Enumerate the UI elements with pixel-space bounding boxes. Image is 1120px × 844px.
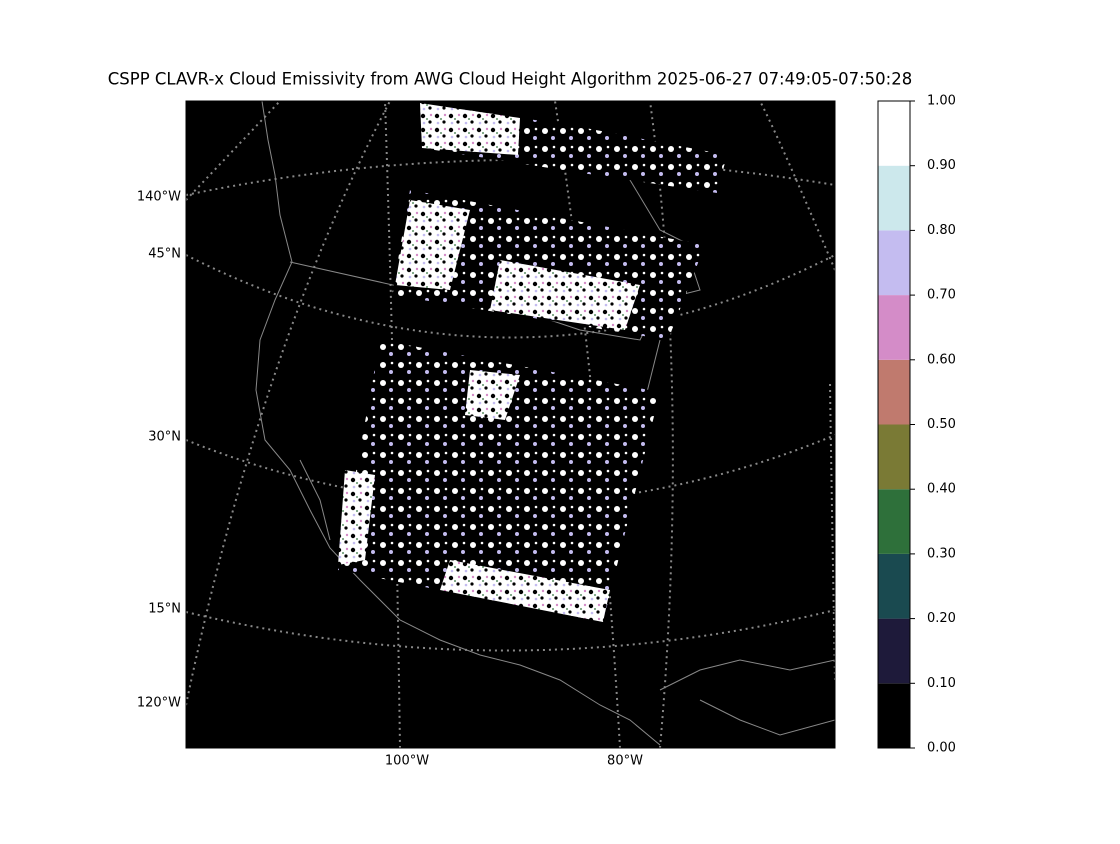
colorbar-tick-label: 1.00 [927,94,956,109]
colorbar-tick-label: 0.10 [927,676,956,691]
colorbar-tick-label: 0.30 [927,546,956,561]
colorbar-tick-label: 0.60 [927,352,956,367]
colorbar-tick-label: 0.80 [927,223,956,238]
colorbar-tick-label: 0.40 [927,482,956,497]
lon-label: 80°W [607,754,643,769]
colorbar-segment [878,618,910,684]
latlon-label: 45°N [148,247,181,262]
satellite-swaths [338,103,727,622]
colorbar-segment [878,553,910,619]
chart-title: CSPP CLAVR-x Cloud Emissivity from AWG C… [108,70,912,89]
colorbar-tick-label: 0.50 [927,417,956,432]
colorbar-tick-label: 0.00 [927,741,956,756]
latlon-label: 30°N [148,430,181,445]
colorbar-segment [878,683,910,748]
colorbar-segment [878,101,910,166]
latlon-label: 15°N [148,602,181,617]
colorbar-segment [878,359,910,425]
latlon-label: 140°W [137,190,181,205]
latlon-label: 120°W [137,696,181,711]
colorbar: 0.00 0.10 0.20 0.30 0.40 0.50 0.60 0.70 0.80 0.90… [877,94,956,756]
colorbar-segment [878,489,910,554]
colorbar-segment [878,424,910,490]
lon-label: 100°W [385,754,429,769]
colorbar-tick-label: 0.90 [927,158,956,173]
colorbar-segment [878,230,910,296]
colorbar-tick-label: 0.20 [927,611,956,626]
colorbar-tick-label: 0.70 [927,288,956,303]
colorbar-segment [878,165,910,231]
colorbar-segment [878,295,910,360]
map [186,101,835,748]
map-frame [185,100,836,749]
